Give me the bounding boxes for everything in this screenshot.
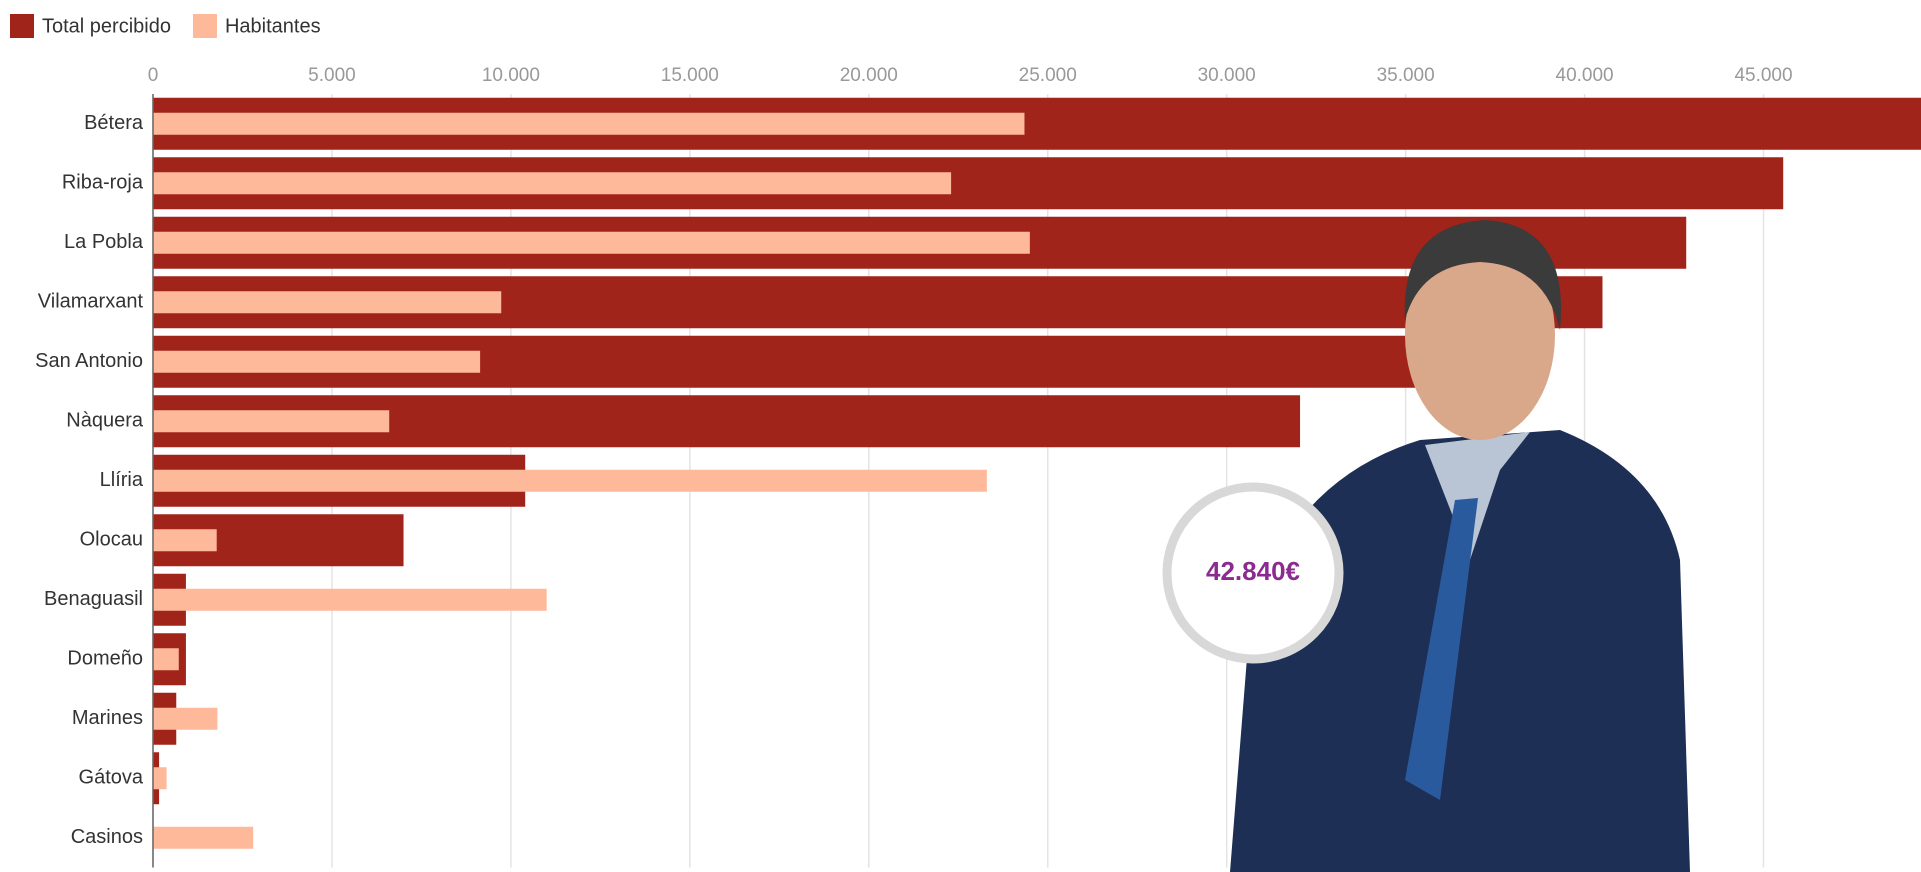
legend-label: Habitantes [225, 15, 321, 37]
bar [153, 351, 480, 373]
x-tick-label: 10.000 [482, 65, 540, 86]
bar [153, 410, 389, 432]
x-tick-label: 5.000 [308, 65, 356, 86]
bar [153, 113, 1024, 135]
x-tick-label: 40.000 [1556, 65, 1614, 86]
legend-label: Total percibido [42, 15, 171, 37]
y-tick-label: San Antonio [35, 350, 143, 372]
y-tick-label: Casinos [71, 826, 143, 848]
y-tick-label: Llíria [100, 469, 144, 491]
y-tick-label: Riba-roja [62, 172, 144, 194]
bar [153, 291, 501, 313]
annotation: 42.840€ [1206, 556, 1300, 586]
bar [153, 232, 1030, 254]
y-tick-label: La Pobla [64, 231, 144, 253]
chart: Total percibido Habitantes 0 5.000 10.000 15.… [0, 0, 1921, 872]
x-tick-label: 30.000 [1198, 65, 1256, 86]
y-tick-label: Nàquera [66, 410, 144, 432]
bar [153, 529, 217, 551]
bar [153, 827, 253, 849]
bar [153, 470, 987, 492]
x-tick-label: 35.000 [1377, 65, 1435, 86]
bar [153, 172, 951, 194]
y-tick-label: Benaguasil [44, 588, 143, 610]
y-tick-label: Vilamarxant [38, 291, 144, 313]
x-tick-label: 15.000 [661, 65, 719, 86]
page: Total percibido Habitantes 0 5.000 10.000 15.… [0, 0, 1921, 872]
x-tick-label: 0 [148, 65, 159, 86]
bar [153, 589, 547, 611]
y-tick-label: Olocau [80, 529, 143, 551]
y-tick-label: Marines [72, 707, 143, 729]
x-tick-label: 45.000 [1734, 65, 1792, 86]
x-tick-label: 25.000 [1019, 65, 1077, 86]
legend-swatch [10, 14, 34, 38]
bar [153, 648, 179, 670]
bar [153, 767, 167, 789]
y-tick-label: Bétera [84, 112, 144, 134]
y-tick-label: Domeño [67, 648, 143, 670]
bar [153, 708, 217, 730]
x-tick-label: 20.000 [840, 65, 898, 86]
legend-swatch [193, 14, 217, 38]
y-tick-label: Gátova [79, 767, 144, 789]
